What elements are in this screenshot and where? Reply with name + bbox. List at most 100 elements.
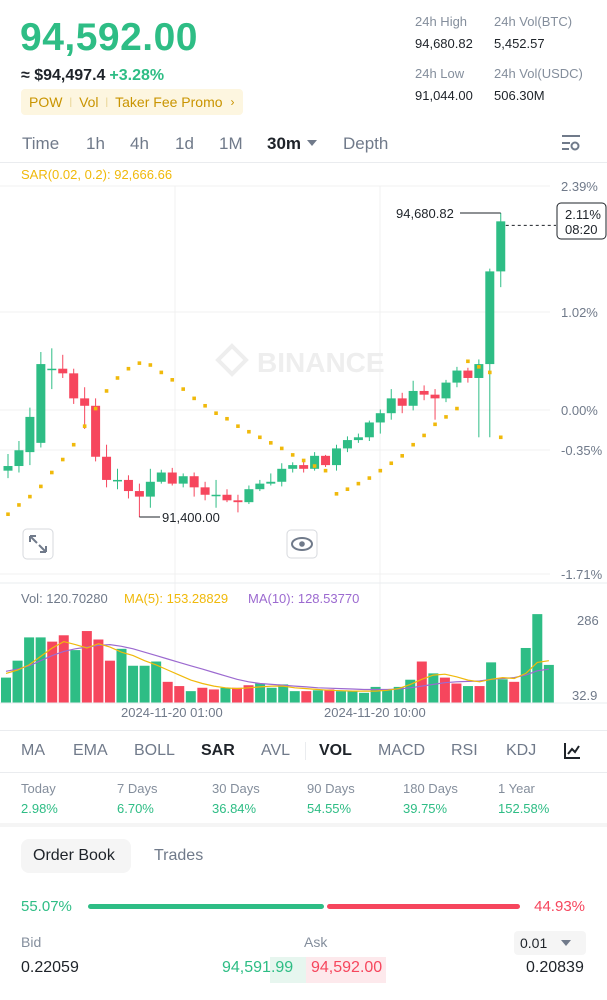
tag-promo[interactable]: Taker Fee Promo: [115, 94, 223, 110]
tag-separator: |: [105, 96, 109, 108]
chart-settings-icon[interactable]: [560, 133, 582, 153]
volume-bar: [301, 691, 312, 703]
volume-bar: [35, 637, 46, 703]
sar-dot: [378, 468, 383, 473]
volume-bar: [151, 661, 162, 703]
ind-kdj[interactable]: KDJ: [506, 742, 537, 759]
tab-depth[interactable]: Depth: [343, 134, 389, 153]
volume-bar: [47, 641, 58, 703]
tab-1h[interactable]: 1h: [86, 134, 105, 153]
stat-vol-usdc: 24h Vol(USDC) 506.30M: [494, 66, 583, 103]
ind-sar[interactable]: SAR: [201, 742, 235, 759]
ask-qty[interactable]: 0.20839: [526, 959, 584, 976]
vol-ma5-label: MA(5): 153.28829: [124, 591, 228, 606]
sar-dot: [498, 435, 503, 440]
x-axis-label: 2024-11-20 01:00: [121, 705, 223, 720]
tab-30m-label: 30m: [267, 134, 302, 153]
candle-body: [288, 465, 298, 469]
ind-ema[interactable]: EMA: [73, 742, 108, 759]
sar-dot: [60, 457, 65, 462]
sar-dot: [258, 435, 262, 440]
ind-rsi[interactable]: RSI: [451, 742, 478, 759]
candle-body: [299, 465, 309, 469]
candle-body: [375, 413, 385, 423]
indicator-chart-icon[interactable]: [562, 741, 582, 761]
bid-price[interactable]: 94,591.99: [222, 959, 294, 976]
ind-avl[interactable]: AVL: [261, 742, 291, 759]
tab-1m[interactable]: 1M: [219, 134, 243, 153]
volume-bar: [370, 686, 381, 703]
stat-vol-btc-label: 24h Vol(BTC): [494, 14, 573, 29]
tab-order-book[interactable]: Order Book: [21, 839, 131, 873]
sar-dot: [170, 378, 175, 382]
perf-label: 7 Days: [117, 781, 158, 796]
candle-body: [397, 398, 407, 406]
price-step-select[interactable]: 0.01: [514, 931, 586, 955]
chevron-right-icon: ›: [230, 95, 235, 109]
volume-bar: [359, 692, 370, 703]
ind-ma[interactable]: MA: [21, 742, 45, 759]
volume-bar: [81, 631, 92, 703]
stat-high-value: 94,680.82: [415, 36, 473, 51]
caret-down-icon: [307, 140, 318, 146]
ind-vol[interactable]: VOL: [319, 742, 352, 759]
price-chart[interactable]: BINANCE 2.39% 1.02% 0.00% -0.35% -1.71% SAR(0.…: [0, 162, 607, 724]
volume-bar: [289, 691, 300, 703]
vol-ma5-line: [5, 640, 549, 692]
volume-bar: [428, 673, 439, 703]
perf-label: 30 Days: [212, 781, 260, 796]
current-price-pct: 2.11%: [565, 207, 601, 222]
fullscreen-button: [22, 528, 54, 560]
perf-today: Today 2.98%: [21, 781, 58, 816]
bid-depth-bar: [270, 957, 306, 983]
tag-vol[interactable]: Vol: [79, 94, 99, 110]
volume-bar: [474, 686, 485, 703]
tab-trades[interactable]: Trades: [154, 847, 204, 864]
stat-high-label: 24h High: [415, 14, 468, 29]
candle-body: [91, 405, 101, 457]
sar-dot: [323, 468, 328, 473]
tab-time[interactable]: Time: [22, 134, 60, 153]
usd-equivalent: ≈ $94,497.4 +3.28%: [21, 67, 164, 85]
binance-logo-icon: [215, 343, 249, 377]
sar-dot: [433, 422, 437, 427]
bid-qty[interactable]: 0.22059: [21, 959, 79, 976]
candle-body: [463, 370, 473, 378]
ask-price[interactable]: 94,592.00: [311, 959, 383, 976]
volume-bar: [70, 650, 81, 703]
candle-body: [113, 479, 122, 482]
volume-bar: [12, 660, 23, 703]
perf-label: Today: [21, 781, 56, 796]
candle-body: [485, 271, 495, 365]
expand-icon: [29, 535, 47, 553]
ask-header: Ask: [304, 934, 328, 950]
ind-boll[interactable]: BOLL: [134, 742, 175, 759]
tab-1d[interactable]: 1d: [175, 134, 194, 153]
sar-dot: [181, 387, 185, 391]
volume-bar: [324, 689, 335, 703]
candle-body: [266, 481, 276, 484]
tag-pow[interactable]: POW: [29, 94, 63, 110]
tag-strip[interactable]: POW | Vol | Taker Fee Promo ›: [21, 89, 243, 115]
candle-body: [310, 455, 320, 469]
volume-bar: [93, 639, 104, 703]
stat-vol-usdc-label: 24h Vol(USDC): [494, 66, 583, 81]
ind-macd[interactable]: MACD: [378, 742, 426, 759]
volume-bar: [58, 635, 69, 703]
volume-bar: [486, 662, 497, 703]
volume-bar: [382, 689, 393, 703]
sar-dot: [334, 492, 339, 496]
axis-tick-label: 1.02%: [561, 305, 598, 320]
candle-body: [25, 416, 35, 453]
binance-watermark: BINANCE: [257, 347, 385, 378]
high-price-label: 94,680.82: [396, 206, 454, 221]
vol-axis-max: 286: [577, 613, 599, 628]
divider: [305, 742, 306, 760]
candle-body: [80, 398, 90, 406]
tab-30m[interactable]: 30m: [267, 134, 318, 154]
sar-dot: [488, 370, 492, 375]
volume-bar: [104, 660, 115, 703]
current-price-countdown: 08:20: [565, 222, 598, 237]
perf-value: 2.98%: [21, 801, 58, 816]
tab-4h[interactable]: 4h: [130, 134, 149, 153]
